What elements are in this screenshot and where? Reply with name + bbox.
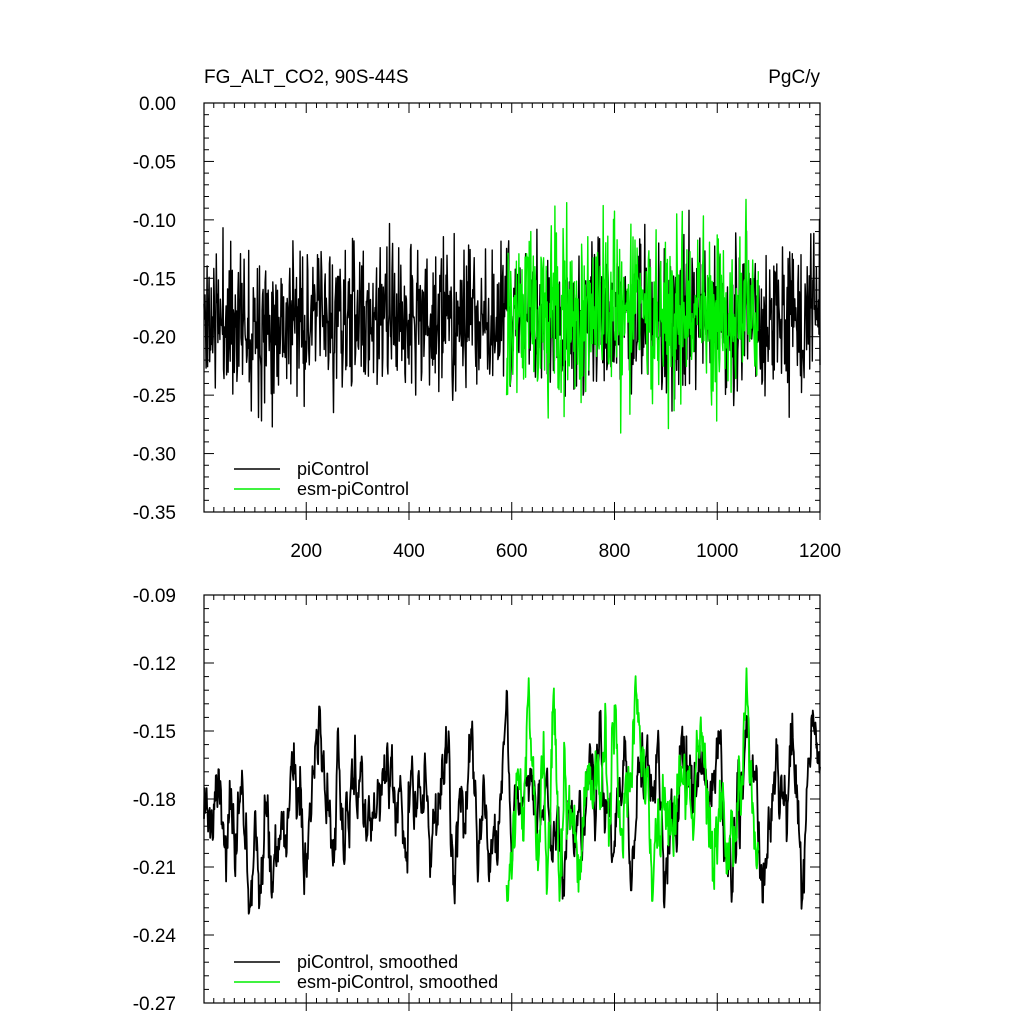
y-tick-label: -0.30: [133, 445, 176, 466]
series-line-esm-picontrol-smoothed: [505, 667, 760, 902]
y-tick-label: -0.15: [133, 722, 176, 743]
x-tick-label: 200: [290, 541, 322, 562]
y-tick-label: -0.24: [133, 926, 177, 947]
top-panel: 0.00 -0.05 -0.10 -0.15 -0.20 -0.25 -0.30 -0.35 2…: [133, 94, 841, 562]
legend-label: esm-piControl, smoothed: [297, 972, 498, 992]
x-tick-label: 600: [496, 541, 528, 562]
y-tick-label: -0.18: [133, 790, 176, 811]
x-tick-label: 400: [393, 541, 425, 562]
x-tick-label: 1000: [696, 541, 738, 562]
legend-label: esm-piControl: [297, 479, 409, 499]
chart-title: FG_ALT_CO2, 90S-44S: [204, 67, 409, 88]
units-label: PgC/y: [768, 67, 820, 88]
x-tick-label: 1200: [799, 541, 841, 562]
y-tick-label: -0.12: [133, 654, 176, 675]
y-tick-label: -0.20: [133, 328, 176, 349]
legend-label: piControl, smoothed: [297, 952, 458, 972]
y-tick-label: 0.00: [139, 94, 176, 115]
y-tick-label: -0.25: [133, 386, 176, 407]
y-tick-label: -0.05: [133, 152, 176, 173]
y-tick-label: -0.27: [133, 994, 176, 1015]
bottom-panel: -0.09 -0.12 -0.15 -0.18 -0.21 -0.24 -0.27 piCon…: [133, 586, 821, 1015]
series-line-picontrol-smoothed: [203, 689, 821, 915]
legend-label: piControl: [297, 459, 369, 479]
x-tick-label: 800: [599, 541, 631, 562]
y-tick-label: -0.15: [133, 269, 176, 290]
y-tick-label: -0.21: [133, 858, 176, 879]
y-tick-label: -0.35: [133, 503, 176, 524]
y-tick-label: -0.09: [133, 586, 176, 607]
series-line-esm-picontrol: [505, 198, 759, 434]
y-tick-label: -0.10: [133, 211, 176, 232]
